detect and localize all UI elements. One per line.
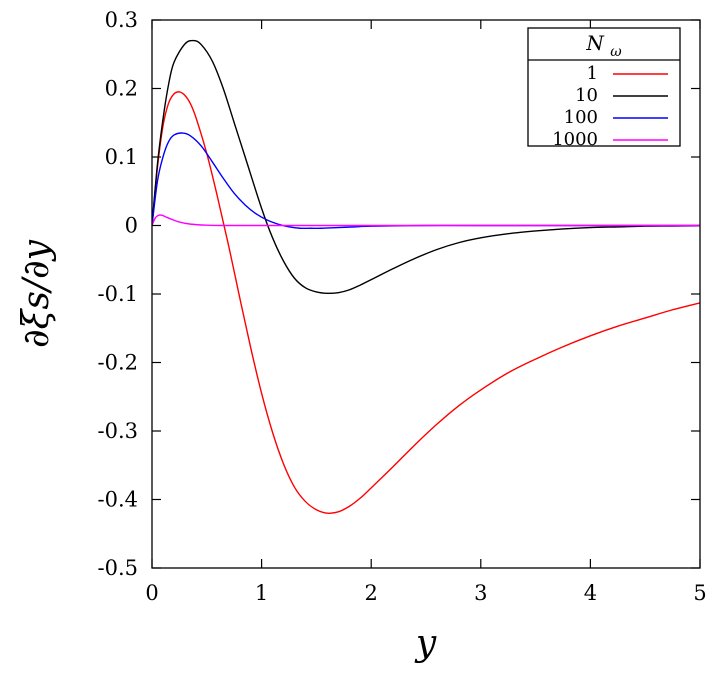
series-line-1000 <box>152 214 700 227</box>
plot-frame <box>151 19 701 569</box>
legend-label-10: 10 <box>575 85 598 106</box>
y-tick-label: -0.1 <box>98 282 139 306</box>
legend-label-100: 100 <box>564 107 598 128</box>
y-axis-title: ∂ξs/∂y <box>16 239 57 348</box>
y-tick-label: 0.3 <box>105 8 138 32</box>
tick-label-group: 0 1 2 3 4 5 -0.5 -0.4 -0.3 -0.2 -0.1 0 0.1 0.2 0.3 <box>98 8 707 605</box>
y-tick-label: -0.2 <box>98 351 139 375</box>
x-tick-label: 4 <box>584 581 597 605</box>
legend-label-1: 1 <box>587 63 598 84</box>
legend-box <box>527 27 681 147</box>
legend-label-1000: 1000 <box>552 129 598 150</box>
y-tick-label: 0.1 <box>105 145 138 169</box>
series-line-100 <box>152 132 700 230</box>
x-axis-title: y <box>414 623 437 664</box>
x-tick-label: 0 <box>145 581 158 605</box>
legend-title-subscript: ω <box>610 44 622 60</box>
x-tick-label: 5 <box>693 581 706 605</box>
series-group <box>152 39 700 514</box>
x-tick-label: 1 <box>255 581 268 605</box>
y-tick-label: -0.3 <box>98 419 139 443</box>
legend-title-main: N <box>585 31 605 55</box>
series-line-1 <box>152 91 700 514</box>
series-line-10 <box>152 39 700 295</box>
y-tick-label: 0 <box>125 214 138 238</box>
y-tick-label: 0.2 <box>105 77 138 101</box>
y-tick-label: -0.4 <box>98 488 139 512</box>
legend-title: N ω <box>585 31 622 60</box>
x-tick-label: 2 <box>365 581 378 605</box>
y-tick-label: -0.5 <box>98 556 139 580</box>
x-tick-label: 3 <box>474 581 487 605</box>
